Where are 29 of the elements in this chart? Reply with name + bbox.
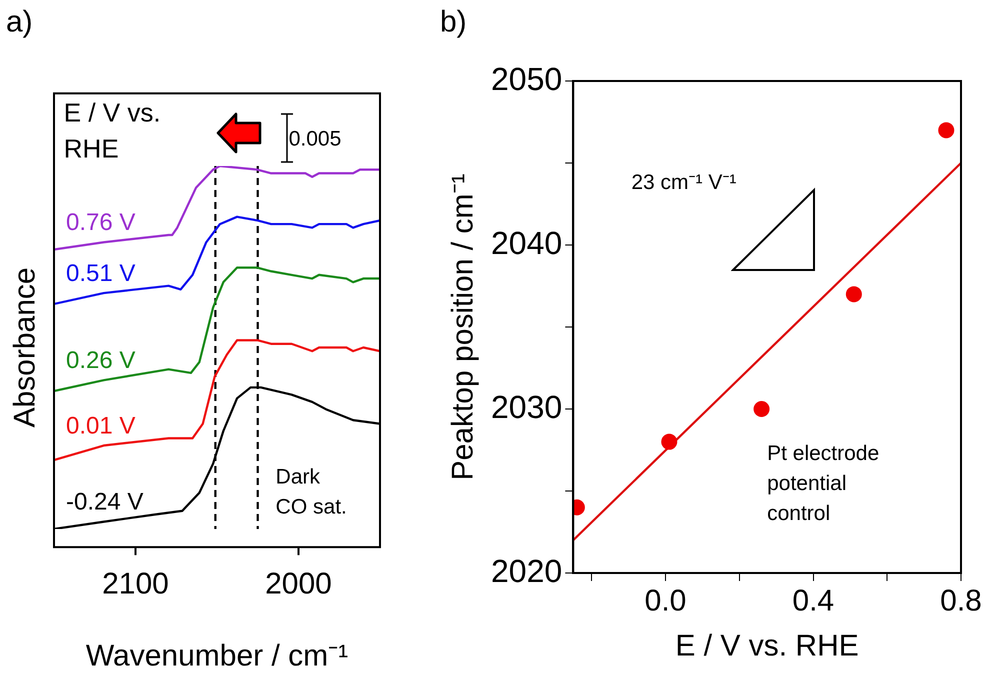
series-label: 0.26 V	[66, 347, 136, 374]
y-tick-label: 2030	[491, 388, 562, 425]
annotation: Dark CO sat.	[276, 466, 347, 519]
series-label: 0.51 V	[66, 260, 136, 288]
point	[754, 401, 770, 417]
y-axis-title: Peaktop position / cm⁻¹	[446, 174, 480, 480]
x-tick-label: 0.4	[792, 584, 834, 618]
x-tick-label: 2100	[102, 567, 169, 600]
text: 0.005	[288, 127, 342, 150]
point	[661, 434, 678, 450]
x-tick-label: 0.8	[940, 584, 982, 618]
point	[938, 122, 954, 138]
series-label: -0.24 V	[66, 488, 144, 516]
y-tick-label: 2040	[491, 224, 562, 261]
chart-title: a)	[6, 5, 33, 38]
point	[846, 286, 862, 302]
y-tick-label: 2050	[491, 60, 562, 97]
text: E / V vs. RHE	[64, 97, 161, 164]
x-tick-label: 0.0	[644, 584, 686, 618]
chart-title: b)	[440, 5, 467, 38]
series-label: 0.01 V	[66, 412, 136, 440]
annotation: 23 cm⁻¹ V⁻¹	[631, 171, 736, 194]
x-tick-label: 2000	[265, 567, 332, 600]
x-axis-title: Wavenumber / cm⁻¹	[86, 639, 348, 672]
x-axis-title: E / V vs. RHE	[675, 629, 859, 662]
y-axis-title: Absorbance	[8, 267, 42, 428]
series-label: 0.76 V	[66, 209, 136, 236]
y-tick-label: 2020	[491, 552, 562, 589]
annotation: Pt electrode potential control	[767, 442, 880, 525]
